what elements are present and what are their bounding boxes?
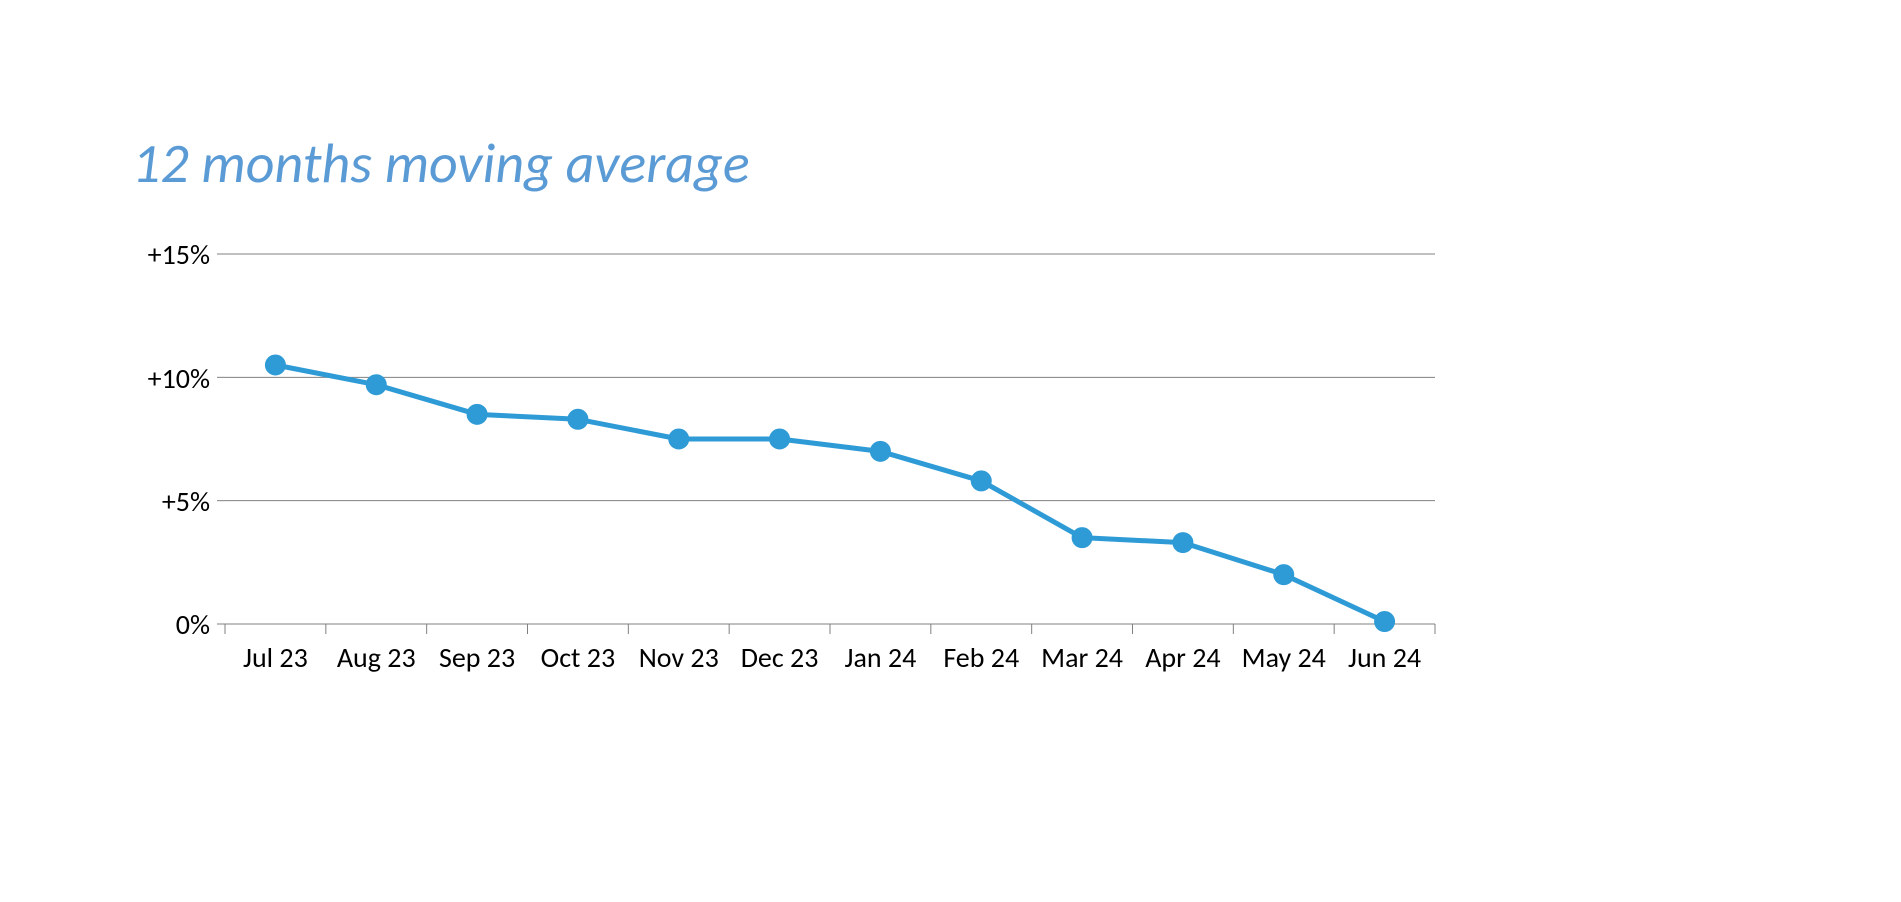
line-chart <box>225 254 1435 624</box>
y-tick-label: +5% <box>115 484 210 519</box>
y-tick-label: +15% <box>115 237 210 272</box>
data-point <box>1173 533 1193 553</box>
data-point <box>366 375 386 395</box>
data-point <box>1375 612 1395 632</box>
x-tick-label: Dec 23 <box>729 640 830 675</box>
chart-svg <box>225 254 1455 644</box>
data-point <box>265 355 285 375</box>
x-tick-label: May 24 <box>1233 640 1334 675</box>
data-point <box>1072 528 1092 548</box>
data-point <box>770 429 790 449</box>
x-tick-label: Jan 24 <box>830 640 931 675</box>
x-tick-label: Sep 23 <box>427 640 528 675</box>
y-tick-label: +10% <box>115 361 210 396</box>
data-point <box>870 441 890 461</box>
x-tick-label: Jun 24 <box>1334 640 1435 675</box>
x-tick-label: Aug 23 <box>326 640 427 675</box>
chart-title: 12 months moving average <box>132 130 750 198</box>
data-point <box>1274 565 1294 585</box>
y-tick-label: 0% <box>115 607 210 642</box>
series-line <box>275 365 1384 622</box>
x-tick-label: Jul 23 <box>225 640 326 675</box>
data-point <box>669 429 689 449</box>
x-tick-label: Apr 24 <box>1133 640 1234 675</box>
x-tick-label: Feb 24 <box>931 640 1032 675</box>
data-point <box>467 404 487 424</box>
data-point <box>568 409 588 429</box>
x-tick-label: Mar 24 <box>1032 640 1133 675</box>
x-tick-label: Oct 23 <box>528 640 629 675</box>
page-root: 12 months moving average 0% +5% +10% +15% J… <box>0 0 1901 902</box>
data-point <box>971 471 991 491</box>
x-tick-label: Nov 23 <box>628 640 729 675</box>
